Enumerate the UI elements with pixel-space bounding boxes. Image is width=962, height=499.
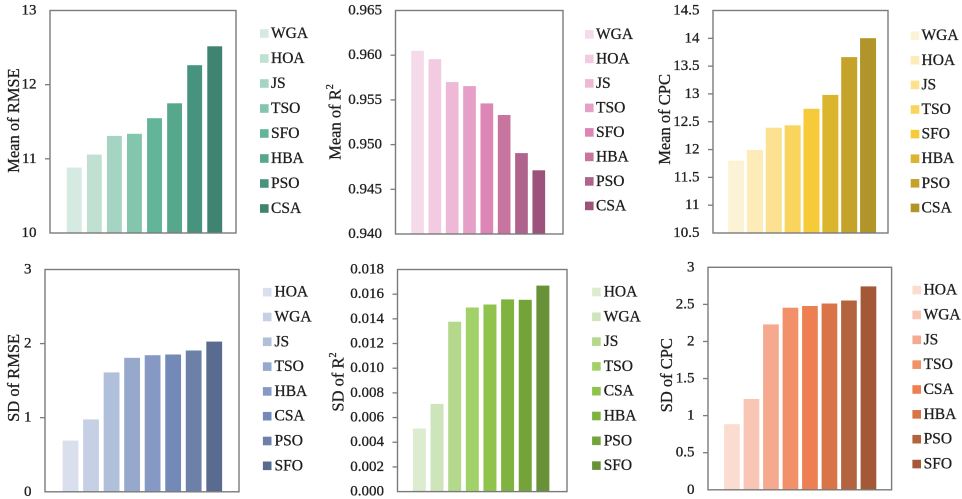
svg-text:JS: JS: [596, 75, 611, 92]
svg-text:0.965: 0.965: [348, 3, 382, 19]
svg-text:PSO: PSO: [275, 433, 303, 450]
svg-text:0.960: 0.960: [348, 47, 382, 63]
svg-text:HOA: HOA: [275, 284, 309, 301]
svg-text:0: 0: [687, 482, 695, 498]
svg-text:CSA: CSA: [271, 200, 302, 217]
svg-text:PSO: PSO: [596, 173, 624, 190]
svg-text:0.014: 0.014: [350, 311, 384, 327]
svg-text:SD of CPC: SD of CPC: [657, 338, 676, 412]
svg-text:CSA: CSA: [275, 408, 306, 425]
svg-text:0.955: 0.955: [348, 92, 382, 108]
svg-text:JS: JS: [924, 331, 939, 348]
svg-text:TSO: TSO: [922, 101, 951, 118]
svg-text:HBA: HBA: [596, 148, 630, 165]
svg-text:WGA: WGA: [275, 309, 313, 326]
svg-text:11: 11: [22, 151, 36, 167]
svg-text:JS: JS: [271, 75, 286, 92]
svg-text:2: 2: [24, 336, 32, 352]
svg-text:SFO: SFO: [596, 124, 624, 141]
svg-text:Mean of R2: Mean of R2: [325, 84, 345, 160]
svg-text:WGA: WGA: [924, 306, 962, 323]
svg-text:0.950: 0.950: [348, 137, 382, 153]
svg-text:3: 3: [24, 262, 32, 278]
svg-text:SFO: SFO: [271, 125, 299, 142]
svg-text:PSO: PSO: [922, 175, 950, 192]
svg-text:HBA: HBA: [275, 383, 309, 400]
svg-text:HOA: HOA: [922, 52, 956, 69]
svg-text:13: 13: [685, 86, 700, 102]
svg-text:JS: JS: [604, 333, 619, 350]
svg-text:0.010: 0.010: [350, 360, 384, 376]
svg-text:HBA: HBA: [271, 150, 305, 167]
svg-text:TSO: TSO: [604, 358, 633, 375]
svg-text:14: 14: [685, 30, 701, 46]
svg-text:0.006: 0.006: [350, 410, 384, 426]
svg-text:SD of R2: SD of R2: [328, 352, 348, 411]
svg-text:SD of RMSE: SD of RMSE: [4, 334, 23, 422]
svg-text:0.016: 0.016: [350, 286, 384, 302]
svg-text:13.5: 13.5: [673, 58, 699, 74]
svg-text:3: 3: [687, 259, 695, 275]
svg-text:TSO: TSO: [924, 356, 953, 373]
svg-text:SFO: SFO: [924, 456, 952, 473]
svg-text:PSO: PSO: [604, 432, 632, 449]
svg-text:1.5: 1.5: [676, 371, 695, 387]
svg-text:0.945: 0.945: [348, 181, 382, 197]
svg-text:SFO: SFO: [922, 126, 950, 143]
svg-text:HBA: HBA: [922, 150, 956, 167]
svg-text:0.012: 0.012: [350, 336, 384, 352]
svg-text:0.940: 0.940: [348, 226, 382, 242]
svg-text:HOA: HOA: [596, 50, 630, 67]
svg-text:HOA: HOA: [604, 284, 638, 301]
svg-text:HBA: HBA: [924, 406, 958, 423]
svg-text:TSO: TSO: [275, 358, 304, 375]
svg-text:13: 13: [22, 3, 37, 19]
svg-text:HBA: HBA: [604, 408, 638, 425]
svg-text:11: 11: [685, 197, 699, 213]
svg-text:JS: JS: [922, 76, 937, 93]
svg-text:CSA: CSA: [924, 381, 955, 398]
svg-text:11.5: 11.5: [674, 169, 700, 185]
svg-text:0.004: 0.004: [350, 434, 384, 450]
svg-text:PSO: PSO: [924, 431, 952, 448]
svg-text:CSA: CSA: [596, 197, 627, 214]
svg-text:10: 10: [22, 225, 37, 241]
svg-text:10.5: 10.5: [673, 225, 699, 241]
svg-text:0.018: 0.018: [350, 262, 384, 278]
svg-text:PSO: PSO: [271, 175, 299, 192]
svg-text:HOA: HOA: [271, 50, 305, 67]
svg-text:2.5: 2.5: [676, 296, 695, 312]
svg-text:SFO: SFO: [275, 457, 303, 474]
svg-text:1: 1: [24, 410, 32, 426]
svg-text:WGA: WGA: [271, 25, 309, 42]
svg-text:SFO: SFO: [604, 457, 632, 474]
svg-text:1: 1: [687, 408, 695, 424]
svg-text:WGA: WGA: [596, 26, 634, 43]
svg-text:0.008: 0.008: [350, 385, 384, 401]
svg-text:HOA: HOA: [924, 282, 958, 299]
svg-text:Mean of RMSE: Mean of RMSE: [4, 68, 23, 173]
svg-text:TSO: TSO: [271, 100, 300, 117]
svg-text:12: 12: [685, 142, 700, 158]
svg-text:0.5: 0.5: [676, 445, 695, 461]
svg-text:12: 12: [22, 77, 37, 93]
svg-text:2: 2: [687, 333, 695, 349]
svg-text:CSA: CSA: [922, 199, 953, 216]
svg-text:WGA: WGA: [922, 27, 960, 44]
svg-text:Mean of CPC: Mean of CPC: [655, 74, 674, 165]
svg-text:CSA: CSA: [604, 383, 635, 400]
svg-text:0: 0: [24, 484, 32, 499]
svg-text:0.002: 0.002: [350, 459, 384, 475]
svg-text:12.5: 12.5: [673, 114, 699, 130]
svg-text:WGA: WGA: [604, 308, 642, 325]
svg-text:TSO: TSO: [596, 99, 625, 116]
svg-text:14.5: 14.5: [673, 3, 699, 19]
svg-text:0.000: 0.000: [350, 484, 384, 499]
svg-text:JS: JS: [275, 333, 290, 350]
